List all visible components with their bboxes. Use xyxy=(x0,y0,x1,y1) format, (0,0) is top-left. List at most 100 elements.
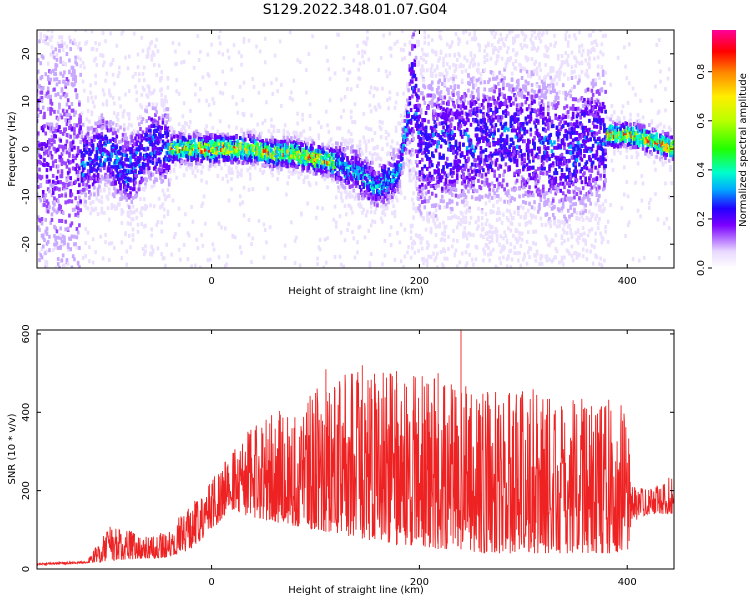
heatmap-cell xyxy=(414,241,417,245)
heatmap-cell xyxy=(145,119,148,123)
heatmap-cell xyxy=(430,94,433,98)
heatmap-cell xyxy=(101,132,104,136)
heatmap-cell xyxy=(92,100,95,104)
heatmap-cell xyxy=(134,169,137,173)
heatmap-cell xyxy=(410,161,413,165)
heatmap-cell xyxy=(43,17,46,21)
heatmap-cell xyxy=(175,78,178,82)
heatmap-cell xyxy=(149,129,152,133)
heatmap-cell xyxy=(455,249,458,253)
heatmap-cell xyxy=(442,165,445,169)
heatmap-cell xyxy=(436,287,439,291)
heatmap-cell xyxy=(118,96,121,100)
heatmap-cell xyxy=(93,168,96,172)
heatmap-cell xyxy=(411,148,414,152)
heatmap-cell xyxy=(123,109,126,113)
heatmap-cell xyxy=(254,131,257,135)
heatmap-cell xyxy=(369,151,372,155)
heatmap-cell xyxy=(325,261,328,265)
heatmap-cell xyxy=(46,260,49,264)
heatmap-cell xyxy=(442,63,445,67)
heatmap-cell xyxy=(162,139,165,143)
heatmap-cell xyxy=(414,117,417,121)
heatmap-cell xyxy=(53,56,56,60)
heatmap-cell xyxy=(109,120,112,124)
heatmap-cell xyxy=(78,41,81,45)
heatmap-cell xyxy=(62,161,65,165)
heatmap-cell xyxy=(178,223,181,227)
heatmap-cell xyxy=(82,80,85,84)
heatmap-cell xyxy=(42,244,45,248)
heatmap-cell xyxy=(77,261,80,265)
heatmap-cell xyxy=(188,233,191,237)
heatmap-cell xyxy=(350,132,353,136)
heatmap-cell xyxy=(47,90,50,94)
heatmap-cell xyxy=(389,32,392,36)
heatmap-cell xyxy=(163,169,166,173)
heatmap-cell xyxy=(296,58,299,62)
heatmap-cell xyxy=(250,242,253,246)
heatmap-cell xyxy=(354,120,357,124)
heatmap-cell xyxy=(62,109,65,113)
heatmap-cell xyxy=(197,34,200,38)
heatmap-cell xyxy=(72,159,75,163)
heatmap-cell xyxy=(319,238,322,242)
heatmap-cell xyxy=(140,105,143,109)
heatmap-cell xyxy=(270,81,273,85)
heatmap-cell xyxy=(64,323,67,327)
heatmap-cell xyxy=(150,227,153,231)
heatmap-cell xyxy=(74,196,77,200)
heatmap-cell xyxy=(185,122,188,126)
heatmap-cell xyxy=(447,235,450,239)
heatmap-cell xyxy=(118,66,121,70)
heatmap-cell xyxy=(119,170,122,174)
heatmap-cell xyxy=(139,115,142,119)
heatmap-cell xyxy=(427,35,430,39)
heatmap-cell xyxy=(71,282,74,286)
heatmap-cell xyxy=(128,164,131,168)
heatmap-cell xyxy=(129,186,132,190)
heatmap-cell xyxy=(51,156,54,160)
heatmap-cell xyxy=(79,140,82,144)
heatmap-cell xyxy=(402,48,405,52)
heatmap-cell xyxy=(142,206,145,210)
heatmap-cell xyxy=(243,81,246,85)
heatmap-cell xyxy=(102,88,105,92)
heatmap-cell xyxy=(154,146,157,150)
heatmap-cell xyxy=(89,211,92,215)
heatmap-cell xyxy=(148,116,151,120)
heatmap-cell xyxy=(451,245,454,249)
heatmap-cell xyxy=(128,123,131,127)
heatmap-cell xyxy=(177,135,180,139)
heatmap-cell xyxy=(129,177,132,181)
heatmap-cell xyxy=(411,198,414,202)
heatmap-cell xyxy=(94,122,97,126)
heatmap-cell xyxy=(74,180,77,184)
heatmap-cell xyxy=(132,233,135,237)
heatmap-cell xyxy=(346,78,349,82)
heatmap-cell xyxy=(436,252,439,256)
heatmap-cell xyxy=(386,98,389,102)
heatmap-cell xyxy=(259,49,262,53)
heatmap-cell xyxy=(411,94,414,98)
heatmap-cell xyxy=(81,111,84,115)
heatmap-cell xyxy=(342,56,345,60)
heatmap-cell xyxy=(440,36,443,40)
heatmap-cell xyxy=(184,129,187,133)
heatmap-cell xyxy=(59,139,62,143)
heatmap-cell xyxy=(400,114,403,118)
heatmap-cell xyxy=(68,35,71,39)
heatmap-cell xyxy=(160,252,163,256)
heatmap-cell xyxy=(320,125,323,129)
heatmap-cell xyxy=(335,221,338,225)
heatmap-cell xyxy=(412,129,415,133)
heatmap-cell xyxy=(293,130,296,134)
heatmap-cell xyxy=(192,220,195,224)
heatmap-cell xyxy=(167,212,170,216)
heatmap-cell xyxy=(38,258,41,262)
heatmap-cell xyxy=(71,199,74,203)
heatmap-cell xyxy=(189,109,192,113)
heatmap-cell xyxy=(432,50,435,54)
heatmap-cell xyxy=(427,219,430,223)
heatmap-cell xyxy=(249,130,252,134)
